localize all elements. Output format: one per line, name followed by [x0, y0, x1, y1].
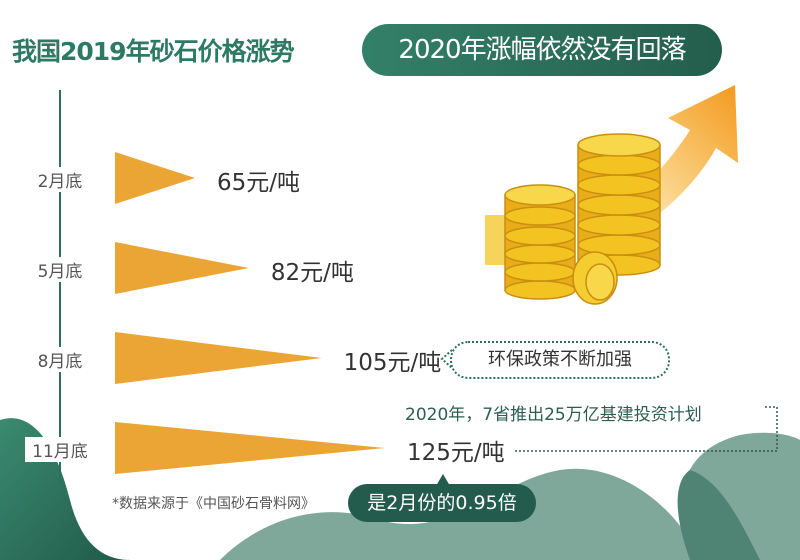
value-label: 125元/吨	[407, 440, 505, 466]
policy-callout: 环保政策不断加强	[450, 341, 670, 379]
month-label: 2月底	[25, 167, 95, 192]
triangle-bar	[115, 422, 385, 474]
rising-arrow-icon	[560, 85, 738, 262]
value-label: 82元/吨	[270, 260, 354, 286]
month-label: 8月底	[25, 347, 95, 372]
gold-coins-icon	[485, 133, 661, 305]
triangle-bar	[115, 152, 195, 204]
headline-pill: 2020年涨幅依然没有回落	[362, 24, 722, 76]
value-label: 65元/吨	[217, 170, 301, 196]
timeline-axis	[59, 90, 61, 482]
triangle-bar	[115, 332, 322, 384]
ratio-bubble: 是2月份的0.95倍	[348, 484, 536, 522]
triangle-bar	[115, 242, 249, 294]
value-label: 105元/吨	[343, 350, 442, 376]
month-label: 5月底	[25, 257, 95, 282]
month-label: 11月底	[25, 437, 95, 462]
page-title: 我国2019年砂石价格涨势	[12, 37, 295, 66]
wave-right-overlap	[677, 470, 760, 560]
investment-note: 2020年，7省推出25万亿基建投资计划	[405, 405, 702, 425]
connector-dotted-line	[515, 406, 778, 452]
data-source-note: *数据来源于《中国砂石骨料网》	[112, 496, 315, 512]
